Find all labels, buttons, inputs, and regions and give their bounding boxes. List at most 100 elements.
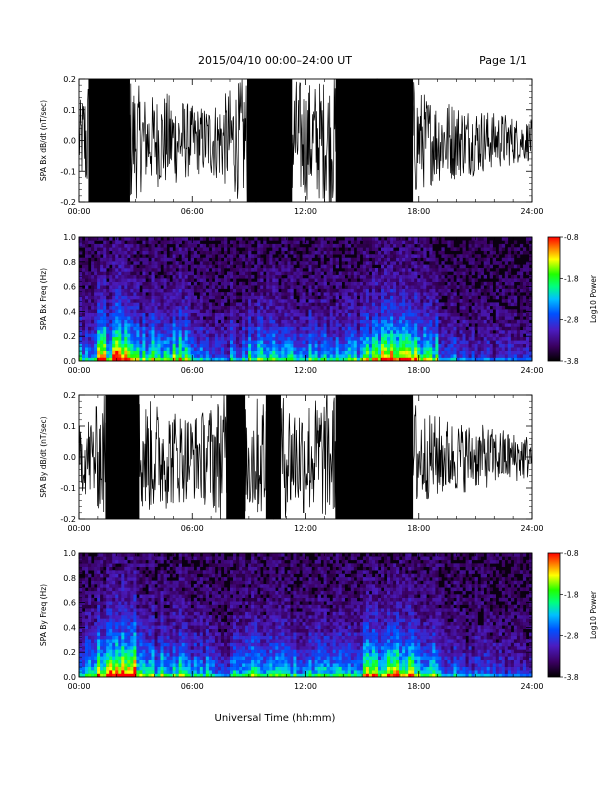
spectrogram-cell <box>465 350 469 355</box>
spectrogram-cell <box>187 343 191 348</box>
spectrogram-cell <box>308 302 312 307</box>
spectrogram-cell <box>85 350 89 355</box>
spectrogram-cell <box>468 350 472 355</box>
spectrogram-cell <box>453 309 457 313</box>
spectrogram-cell <box>145 343 149 348</box>
spectrogram-cell <box>109 295 113 300</box>
spectrogram-cell <box>248 323 252 327</box>
spectrogram-cell <box>136 340 140 344</box>
spectrogram-cell <box>341 323 345 327</box>
spectrogram-cell <box>471 250 475 255</box>
spectrogram-cell <box>393 250 397 255</box>
spectrogram-cell <box>148 323 152 327</box>
spectrogram-cell <box>393 319 397 324</box>
spectrogram-cell <box>184 309 188 313</box>
spectrogram-cell <box>314 295 318 300</box>
spectrogram-cell <box>522 330 527 334</box>
spectrogram-cell <box>181 264 185 269</box>
spectrogram-cell <box>519 340 524 344</box>
spectrogram-cell <box>456 312 460 317</box>
spectrogram-cell <box>332 261 336 265</box>
spectrogram-cell <box>145 323 149 327</box>
spectrogram-cell <box>139 333 143 338</box>
spectrogram-cell <box>251 285 255 289</box>
spectrogram-cell <box>103 330 107 334</box>
spectrogram-cell <box>202 354 207 358</box>
spectrogram-cell <box>281 261 285 265</box>
spectrogram-cell <box>121 254 125 258</box>
spectrogram-cell <box>375 336 379 341</box>
spectrogram-cell <box>151 302 155 307</box>
spectrogram-cell <box>151 237 155 241</box>
spectrogram-cell <box>196 316 201 320</box>
spectrogram-cell <box>314 350 318 355</box>
spectrogram-cell <box>163 350 167 355</box>
spectrogram-cell <box>411 357 415 362</box>
spectrogram-cell <box>402 350 406 355</box>
spectrogram-cell <box>510 278 515 282</box>
spectrogram-cell <box>299 261 303 265</box>
spectrogram-cell <box>526 326 530 331</box>
spectrogram-cell <box>423 268 427 272</box>
spectrogram-cell <box>88 319 92 324</box>
spectrogram-cell <box>263 354 267 358</box>
spectrogram-cell <box>405 336 409 341</box>
spectrogram-cell <box>480 299 484 303</box>
spectrogram-cell <box>224 319 228 324</box>
spectrogram-cell <box>100 243 104 248</box>
x-tick-label: 06:00 <box>181 207 204 216</box>
spectrogram-cell <box>290 292 294 296</box>
spectrogram-cell <box>139 264 143 269</box>
spectrogram-cell <box>260 319 264 324</box>
spectrogram-cell <box>507 295 512 300</box>
spectrogram-cell <box>281 288 285 293</box>
spectrogram-cell <box>205 357 210 362</box>
spectrogram-cell <box>187 285 191 289</box>
spectrogram-cell <box>82 278 86 282</box>
x-tick-label: 00:00 <box>67 366 90 375</box>
spectrogram-cell <box>368 323 373 327</box>
spectrogram-cell <box>184 319 188 324</box>
spectrogram-cell <box>477 254 481 258</box>
spectrogram-cell <box>151 271 155 276</box>
spectrogram-cell <box>356 299 361 303</box>
spectrogram-cell <box>220 292 225 296</box>
spectrogram-cell <box>227 295 231 300</box>
spectrogram-cell <box>384 278 388 282</box>
spectrogram-cell <box>317 250 321 255</box>
spectrogram-cell <box>91 264 95 269</box>
spectrogram-cell <box>477 261 481 265</box>
spectrogram-cell <box>112 302 116 307</box>
spectrogram-cell <box>121 257 125 262</box>
spectrogram-cell <box>338 305 342 310</box>
spectrogram-cell <box>224 292 228 296</box>
spectrogram-cell <box>112 264 116 269</box>
spectrogram-cell <box>115 240 119 245</box>
spectrogram-cell <box>450 347 454 351</box>
spectrogram-cell <box>371 354 376 358</box>
spectrogram-cell <box>266 288 270 293</box>
spectrogram-cell <box>317 343 321 348</box>
y-tick-label: 0.2 <box>63 75 76 84</box>
spectrogram-cell <box>121 278 125 282</box>
spectrogram-cell <box>118 354 122 358</box>
spectrogram-cell <box>432 295 436 300</box>
spectrogram-cell <box>486 326 490 331</box>
spectrogram-cell <box>202 299 207 303</box>
spectrogram-cell <box>79 285 83 289</box>
spectrogram-cell <box>242 330 246 334</box>
spectrogram-cell <box>341 257 345 262</box>
spectrogram-cell <box>498 312 503 317</box>
spectrogram-cell <box>402 347 406 351</box>
spectrogram-cell <box>172 281 176 286</box>
spectrogram-cell <box>124 288 128 293</box>
spectrogram-cell <box>414 316 418 320</box>
spectrogram-cell <box>169 254 173 258</box>
spectrogram-cell <box>100 323 104 327</box>
spectrogram-cell <box>109 274 113 279</box>
spectrogram-cell <box>453 288 457 293</box>
spectrogram-cell <box>414 254 418 258</box>
spectrogram-cell <box>208 278 213 282</box>
spectrogram-cell <box>148 268 152 272</box>
spectrogram-cell <box>151 323 155 327</box>
